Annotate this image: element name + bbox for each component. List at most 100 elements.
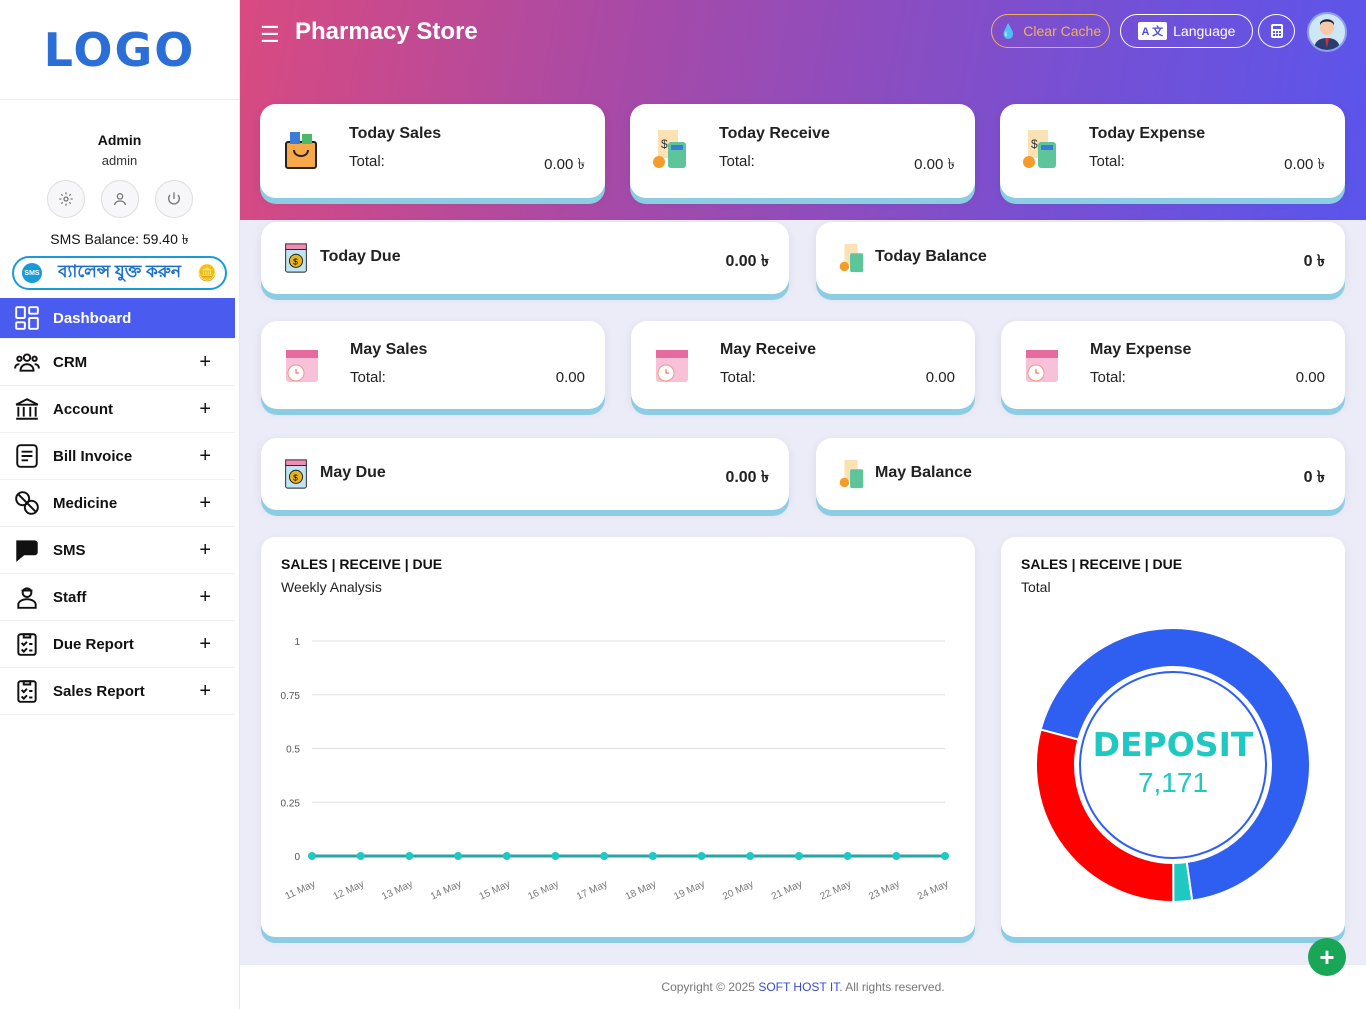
gear-icon — [58, 192, 73, 206]
expand-icon[interactable]: + — [199, 538, 211, 561]
copyright-suffix: . All rights reserved. — [839, 980, 945, 994]
data-point — [892, 852, 901, 860]
expand-icon[interactable]: + — [199, 491, 211, 514]
card-value: 0.00 — [925, 369, 955, 386]
card-total-label: Total: — [350, 369, 386, 386]
sidebar-item-label: Sales Report — [53, 682, 145, 700]
expand-icon[interactable]: + — [199, 444, 211, 467]
sidebar-menu: Dashboard CRM + Account + Bill Invoice + Medici… — [0, 298, 239, 715]
pills-icon — [14, 490, 40, 516]
x-tick-label: 22 May — [819, 879, 853, 903]
donut-slice — [1039, 627, 1311, 902]
add-button[interactable]: + — [1308, 938, 1346, 976]
data-point — [600, 852, 609, 860]
sidebar-item-sales-report[interactable]: Sales Report + — [0, 668, 235, 715]
sidebar-item-medicine[interactable]: Medicine + — [0, 480, 235, 527]
svg-text:$: $ — [293, 257, 298, 267]
chart-title: SALES | RECEIVE | DUE — [1021, 556, 1183, 572]
translate-icon: A 文 — [1137, 22, 1168, 40]
today-sales-icon — [285, 132, 317, 169]
card-total-label: Total: — [1090, 369, 1126, 386]
language-button[interactable]: A 文 Language — [1120, 14, 1253, 48]
expand-icon[interactable]: + — [199, 632, 211, 655]
sidebar-item-sms[interactable]: SMS + — [0, 527, 235, 574]
donut-inner-ring — [1079, 671, 1267, 859]
footer: Copyright © 2025 SOFT HOST IT. All right… — [240, 965, 1366, 1009]
card-total-label: Total: — [349, 153, 385, 170]
menu-toggle-icon[interactable]: ☰ — [260, 22, 280, 47]
calculator-icon — [1270, 24, 1283, 38]
user-avatar[interactable] — [1307, 12, 1347, 52]
card-value: 0.00 ৳ — [725, 253, 769, 270]
company-link[interactable]: SOFT HOST IT — [758, 980, 840, 994]
data-point — [843, 852, 852, 860]
sidebar-item-label: Due Report — [53, 635, 134, 653]
sidebar-item-label: CRM — [53, 353, 88, 371]
data-point — [454, 852, 463, 860]
calculator-button[interactable] — [1258, 14, 1295, 48]
donut-center-label: DEPOSIT — [1092, 725, 1254, 764]
today-balance-card: Today Balance 0 ৳ — [816, 222, 1345, 294]
may-receive-card: May Receive Total: 0.00 — [631, 321, 975, 409]
dashboard-icon — [14, 305, 40, 331]
x-tick-label: 17 May — [575, 879, 609, 903]
profile-button[interactable] — [100, 180, 139, 218]
settings-button[interactable] — [46, 180, 85, 218]
expand-icon[interactable]: + — [199, 585, 211, 608]
sidebar-item-label: Bill Invoice — [53, 447, 133, 465]
donut-chart — [1035, 627, 1311, 904]
may-balance-card: May Balance 0 ৳ — [816, 438, 1345, 510]
sidebar-item-label: SMS — [53, 541, 86, 559]
x-tick-label: 21 May — [770, 879, 804, 903]
total-card: SALES | RECEIVE | DUE Total DEPOSIT 7,17… — [1001, 537, 1345, 937]
sidebar-item-crm[interactable]: CRM + — [0, 339, 235, 386]
card-value: 0.00 ৳ — [544, 156, 585, 173]
today-receive-icon: $ — [653, 130, 686, 168]
card-value: 0.00 ৳ — [914, 156, 955, 173]
may-sales-icon — [286, 350, 318, 382]
avatar-icon — [1314, 19, 1340, 50]
card-value: 0.00 ৳ — [1284, 156, 1325, 173]
line-chart: 0 0.25 0.5 0.75 1 11 May 12 May 13 May 14 May 15 … — [281, 637, 951, 903]
logo[interactable]: LOGO — [0, 0, 239, 100]
sidebar-item-staff[interactable]: Staff + — [0, 574, 235, 621]
today-balance-icon — [839, 243, 864, 273]
staff-icon — [14, 584, 40, 610]
report-icon — [14, 678, 40, 704]
sidebar-item-label: Staff — [53, 588, 87, 606]
logout-button[interactable] — [154, 180, 193, 218]
data-point — [405, 852, 414, 860]
page-title: Pharmacy Store — [295, 18, 478, 45]
may-expense-icon — [1026, 350, 1058, 382]
sidebar-item-dashboard[interactable]: Dashboard — [0, 298, 235, 339]
invoice-icon — [14, 443, 40, 469]
sidebar-item-bill-invoice[interactable]: Bill Invoice + — [0, 433, 235, 480]
coins-icon: 🪙 — [197, 265, 217, 282]
chart-subtitle: Weekly Analysis — [281, 579, 382, 595]
today-expense-card: $ Today Expense Total: 0.00 ৳ — [1000, 104, 1345, 198]
card-title: May Receive — [720, 341, 817, 358]
svg-text:$: $ — [1031, 137, 1038, 151]
clear-cache-label: Clear Cache — [1023, 23, 1102, 39]
copyright-text: Copyright © 2025 — [661, 980, 759, 994]
data-point — [502, 852, 511, 860]
sidebar-item-account[interactable]: Account + — [0, 386, 235, 433]
power-icon — [167, 192, 180, 205]
y-tick-label: 0.25 — [281, 798, 301, 809]
donut-center-value: 7,171 — [1137, 767, 1209, 798]
may-receive-icon — [656, 350, 688, 382]
sidebar-item-label: Medicine — [53, 494, 118, 512]
clear-cache-button[interactable]: 💧 Clear Cache — [991, 14, 1110, 48]
expand-icon[interactable]: + — [199, 350, 211, 373]
x-tick-label: 18 May — [624, 879, 658, 903]
card-total-label: Total: — [720, 369, 756, 386]
sidebar-item-due-report[interactable]: Due Report + — [0, 621, 235, 668]
add-balance-label: ব্যালেন্স যুক্ত করুন — [58, 262, 182, 281]
language-label: Language — [1173, 23, 1236, 39]
add-balance-button[interactable]: SMS ব্যালেন্স যুক্ত করুন 🪙 — [12, 256, 227, 290]
expand-icon[interactable]: + — [199, 397, 211, 420]
drop-icon: 💧 — [999, 22, 1018, 39]
today-expense-icon: $ — [1023, 130, 1056, 168]
expand-icon[interactable]: + — [199, 679, 211, 702]
